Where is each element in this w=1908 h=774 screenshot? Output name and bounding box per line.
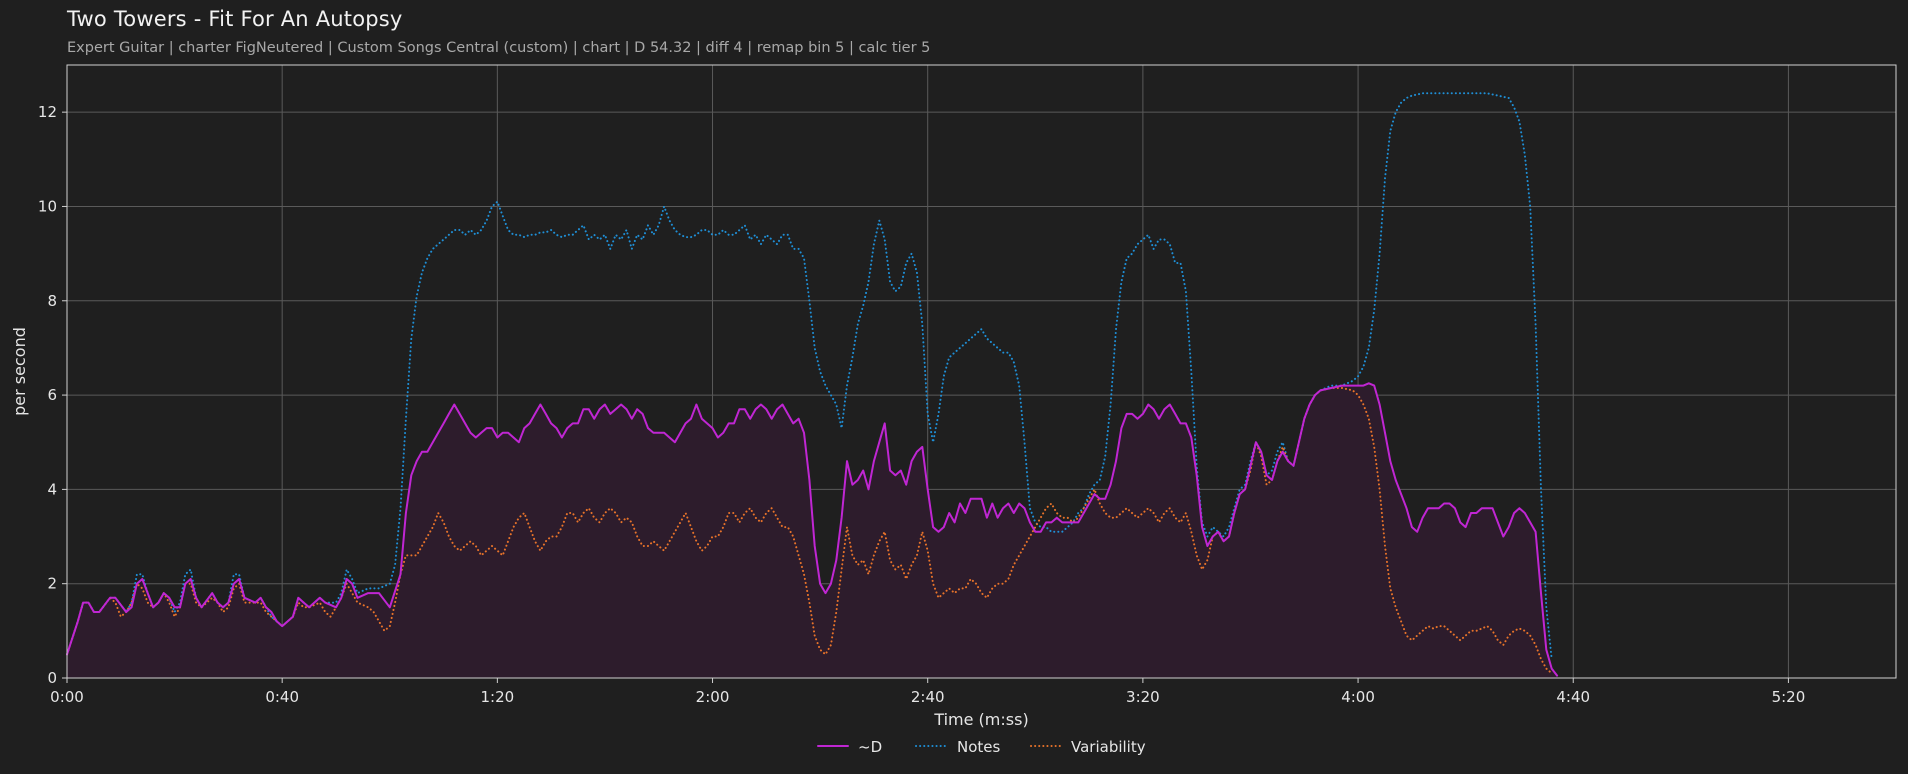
- chart-title: Two Towers - Fit For An Autopsy: [67, 7, 403, 31]
- x-tick-label: 5:20: [1772, 688, 1806, 706]
- x-tick-label: 2:00: [696, 688, 730, 706]
- legend: ~D Notes Variability: [817, 738, 1146, 756]
- y-axis-ticks: 0 2 4 6 8 10 12: [38, 103, 67, 687]
- y-tick-label: 6: [47, 386, 57, 404]
- y-tick-label: 10: [38, 197, 57, 215]
- x-tick-label: 4:40: [1556, 688, 1590, 706]
- y-tick-label: 12: [38, 103, 57, 121]
- series-line-notes: [66, 92, 1553, 661]
- plot-border: [66, 64, 1897, 679]
- chart-subtitle: Expert Guitar | charter FigNeutered | Cu…: [67, 40, 931, 56]
- legend-label: Notes: [957, 738, 1001, 756]
- x-tick-label: 0:00: [50, 688, 84, 706]
- x-tick-label: 4:00: [1341, 688, 1375, 706]
- y-axis-label: per second: [10, 327, 29, 416]
- y-tick-label: 8: [47, 292, 57, 310]
- legend-label: Variability: [1071, 738, 1146, 756]
- x-tick-label: 3:20: [1126, 688, 1160, 706]
- x-tick-label: 0:40: [265, 688, 299, 706]
- legend-label: ~D: [858, 738, 882, 756]
- series-layer: [66, 92, 1559, 678]
- series-fill-d: [67, 383, 1558, 678]
- y-tick-label: 0: [47, 669, 57, 687]
- y-tick-label: 4: [47, 480, 57, 498]
- x-tick-label: 2:40: [911, 688, 945, 706]
- plot-frame: [66, 64, 1897, 679]
- x-tick-label: 1:20: [481, 688, 515, 706]
- x-axis-ticks: 0:00 0:40 1:20 2:00 2:40 3:20 4:00 4:40 5:20: [50, 678, 1805, 706]
- y-tick-label: 2: [47, 575, 57, 593]
- x-axis-label: Time (m:ss): [933, 710, 1028, 729]
- series-line-d: [66, 382, 1559, 677]
